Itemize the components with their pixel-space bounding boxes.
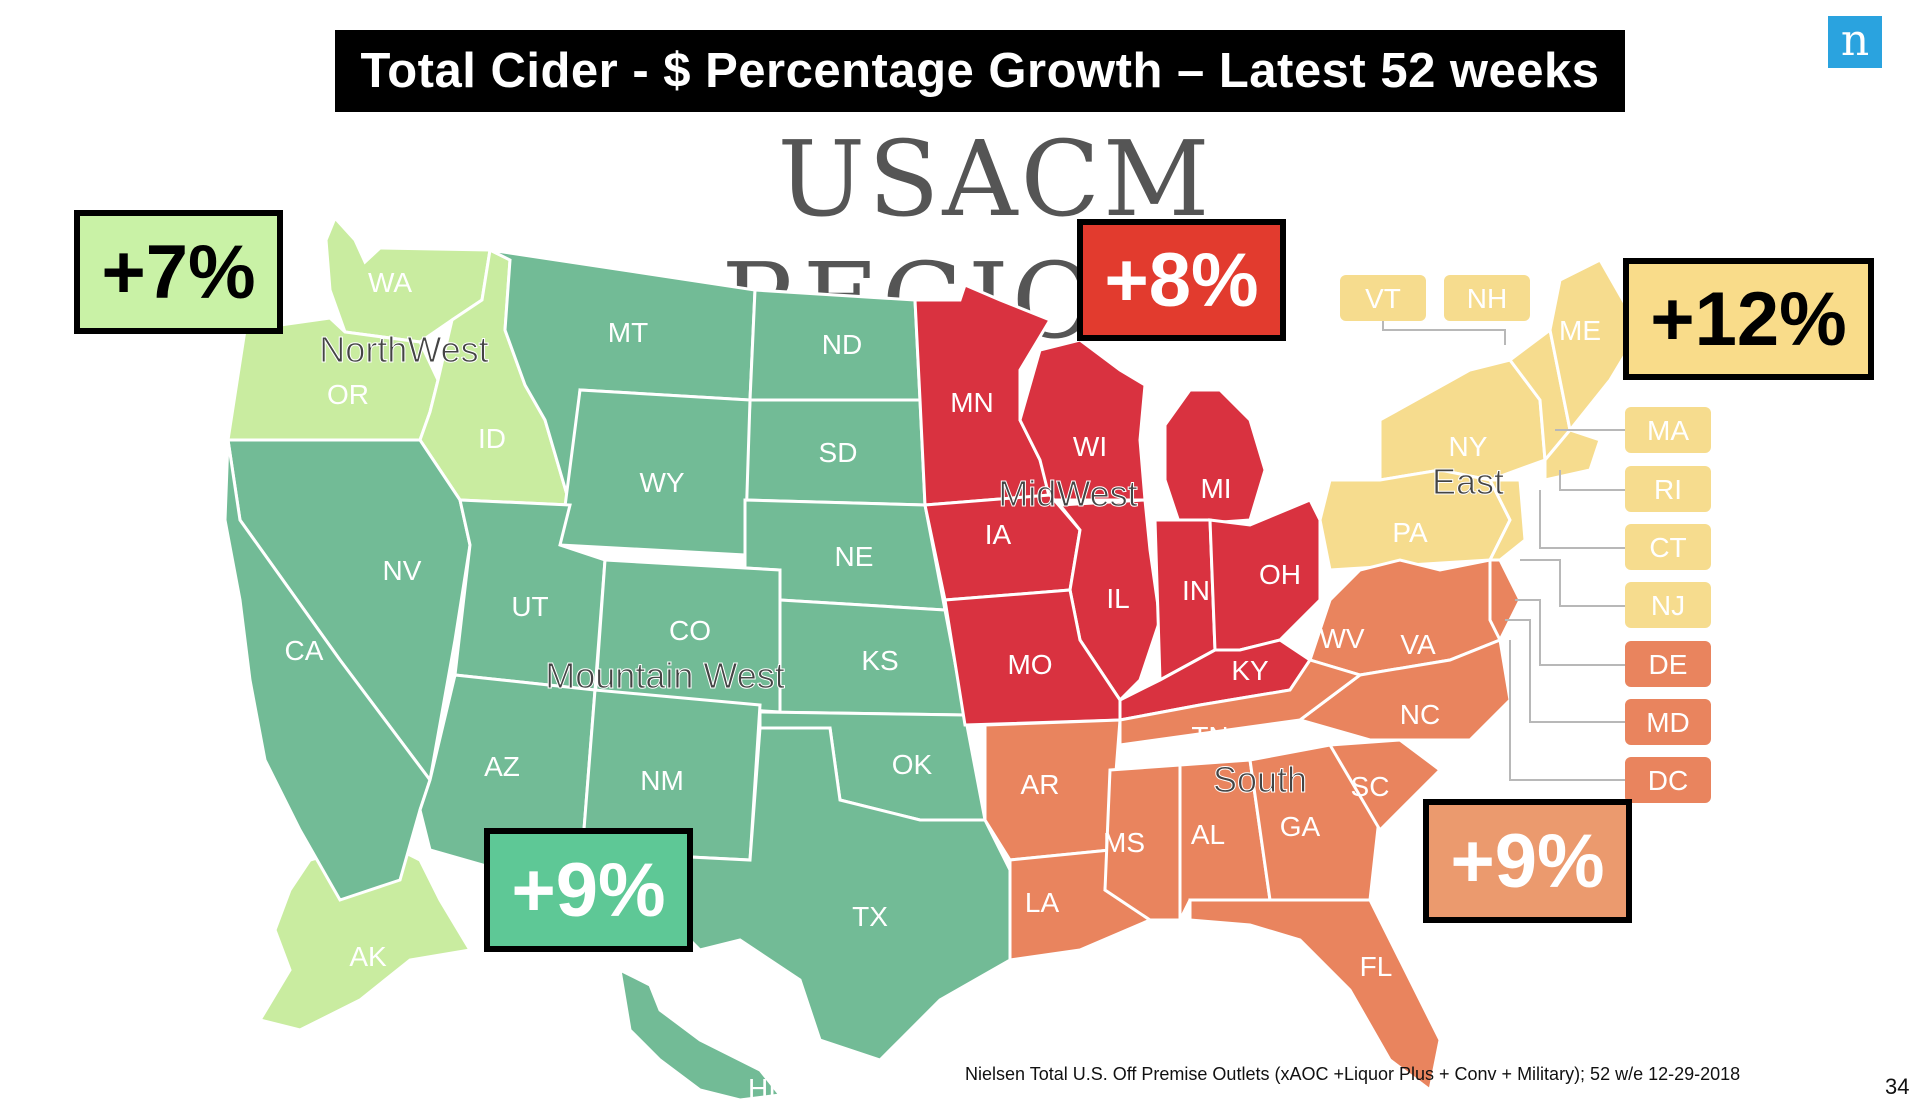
region-labels: NorthWest Mountain West MidWest East Sou… bbox=[319, 329, 1505, 801]
state-mn bbox=[913, 282, 1053, 507]
state-sc bbox=[1327, 738, 1443, 833]
region-northwest bbox=[226, 215, 573, 1032]
chip-vt bbox=[1340, 275, 1426, 321]
label-ca: CA bbox=[285, 635, 324, 666]
label-nj: NJ bbox=[1651, 590, 1685, 621]
state-wi bbox=[1018, 338, 1147, 502]
state-fl bbox=[1188, 898, 1442, 1093]
label-ia: IA bbox=[985, 519, 1012, 550]
label-nd: ND bbox=[822, 329, 862, 360]
callout-lines bbox=[1382, 299, 1625, 781]
state-co bbox=[593, 558, 782, 714]
growth-box-mountain-west: +9% bbox=[484, 828, 693, 952]
label-co: CO bbox=[669, 615, 711, 646]
label-mn: MN bbox=[950, 387, 994, 418]
state-chips bbox=[1340, 275, 1711, 803]
label-region-mountain-west: Mountain West bbox=[545, 655, 784, 696]
state-ca bbox=[223, 439, 432, 902]
label-ne: NE bbox=[835, 541, 874, 572]
source-note: Nielsen Total U.S. Off Premise Outlets (… bbox=[965, 1064, 1741, 1084]
growth-box-south: +9% bbox=[1423, 799, 1632, 923]
label-md: MD bbox=[1646, 707, 1690, 738]
label-tn: TN bbox=[1191, 721, 1228, 752]
label-nm: NM bbox=[640, 765, 684, 796]
label-ky: KY bbox=[1231, 655, 1269, 686]
label-ak: AK bbox=[349, 941, 387, 972]
label-al: AL bbox=[1191, 819, 1225, 850]
nielsen-logo: n bbox=[1828, 16, 1882, 68]
state-nc bbox=[1296, 637, 1512, 742]
label-ct: CT bbox=[1649, 532, 1686, 563]
label-ga: GA bbox=[1280, 811, 1321, 842]
chip-ma bbox=[1625, 407, 1711, 453]
label-ri: RI bbox=[1654, 474, 1682, 505]
label-in: IN bbox=[1182, 575, 1210, 606]
region-midwest bbox=[913, 282, 1322, 727]
label-or: OR bbox=[327, 379, 369, 410]
label-region-northwest: NorthWest bbox=[319, 329, 488, 370]
slide-title: Total Cider - $ Percentage Growth – Late… bbox=[335, 30, 1625, 112]
page-number: 34 bbox=[1885, 1074, 1910, 1099]
label-wi: WI bbox=[1073, 431, 1107, 462]
chip-dc bbox=[1625, 757, 1711, 803]
label-sd: SD bbox=[819, 437, 858, 468]
label-de: DE bbox=[1649, 649, 1688, 680]
label-ar: AR bbox=[1021, 769, 1060, 800]
label-id: ID bbox=[478, 423, 506, 454]
region-mountain-west bbox=[223, 248, 1012, 1102]
state-ms bbox=[1103, 763, 1182, 922]
label-hi: HI bbox=[748, 1073, 776, 1104]
label-vt: VT bbox=[1365, 283, 1401, 314]
state-mi bbox=[1163, 388, 1267, 527]
label-wa: WA bbox=[368, 267, 412, 298]
region-east bbox=[1318, 258, 1642, 572]
label-region-midwest: MidWest bbox=[998, 473, 1137, 514]
label-me: ME bbox=[1559, 315, 1601, 346]
chip-md bbox=[1625, 699, 1711, 745]
state-ga bbox=[1248, 743, 1382, 902]
chip-ri bbox=[1625, 466, 1711, 512]
label-nc: NC bbox=[1400, 699, 1440, 730]
label-tx: TX bbox=[852, 901, 888, 932]
label-mi: MI bbox=[1200, 473, 1231, 504]
growth-box-northwest: +7% bbox=[74, 210, 283, 334]
label-pa: PA bbox=[1392, 517, 1428, 548]
label-fl: FL bbox=[1360, 951, 1393, 982]
label-nh: NH bbox=[1467, 283, 1507, 314]
chip-de bbox=[1625, 641, 1711, 687]
state-il bbox=[1057, 498, 1162, 703]
label-la: LA bbox=[1025, 887, 1060, 918]
chip-nj bbox=[1625, 582, 1711, 628]
state-labels: WA OR ID AK MT ND SD WY NE NV UT CO KS C… bbox=[285, 267, 1690, 1104]
label-ma: MA bbox=[1647, 415, 1689, 446]
label-mo: MO bbox=[1007, 649, 1052, 680]
chip-ct bbox=[1625, 524, 1711, 570]
state-tn bbox=[1118, 658, 1364, 747]
label-ms: MS bbox=[1103, 827, 1145, 858]
label-region-south: South bbox=[1213, 759, 1307, 800]
region-south bbox=[983, 558, 1522, 1093]
state-ma-ct-ri bbox=[1543, 428, 1602, 482]
label-va: VA bbox=[1400, 629, 1436, 660]
label-ny: NY bbox=[1449, 431, 1488, 462]
label-il: IL bbox=[1106, 583, 1129, 614]
label-wv: WV bbox=[1319, 623, 1364, 654]
label-ut: UT bbox=[511, 591, 548, 622]
label-wy: WY bbox=[639, 467, 684, 498]
label-az: AZ bbox=[484, 751, 520, 782]
label-sc: SC bbox=[1351, 771, 1390, 802]
label-mt: MT bbox=[608, 317, 648, 348]
label-region-east: East bbox=[1432, 461, 1504, 502]
chip-nh bbox=[1444, 275, 1530, 321]
label-dc: DC bbox=[1648, 765, 1688, 796]
label-oh: OH bbox=[1259, 559, 1301, 590]
state-ak bbox=[257, 838, 473, 1032]
label-ok: OK bbox=[892, 749, 933, 780]
label-nv: NV bbox=[383, 555, 422, 586]
label-ks: KS bbox=[861, 645, 898, 676]
growth-box-east: +12% bbox=[1623, 258, 1874, 380]
growth-box-midwest: +8% bbox=[1077, 219, 1286, 341]
state-hi bbox=[618, 967, 783, 1102]
